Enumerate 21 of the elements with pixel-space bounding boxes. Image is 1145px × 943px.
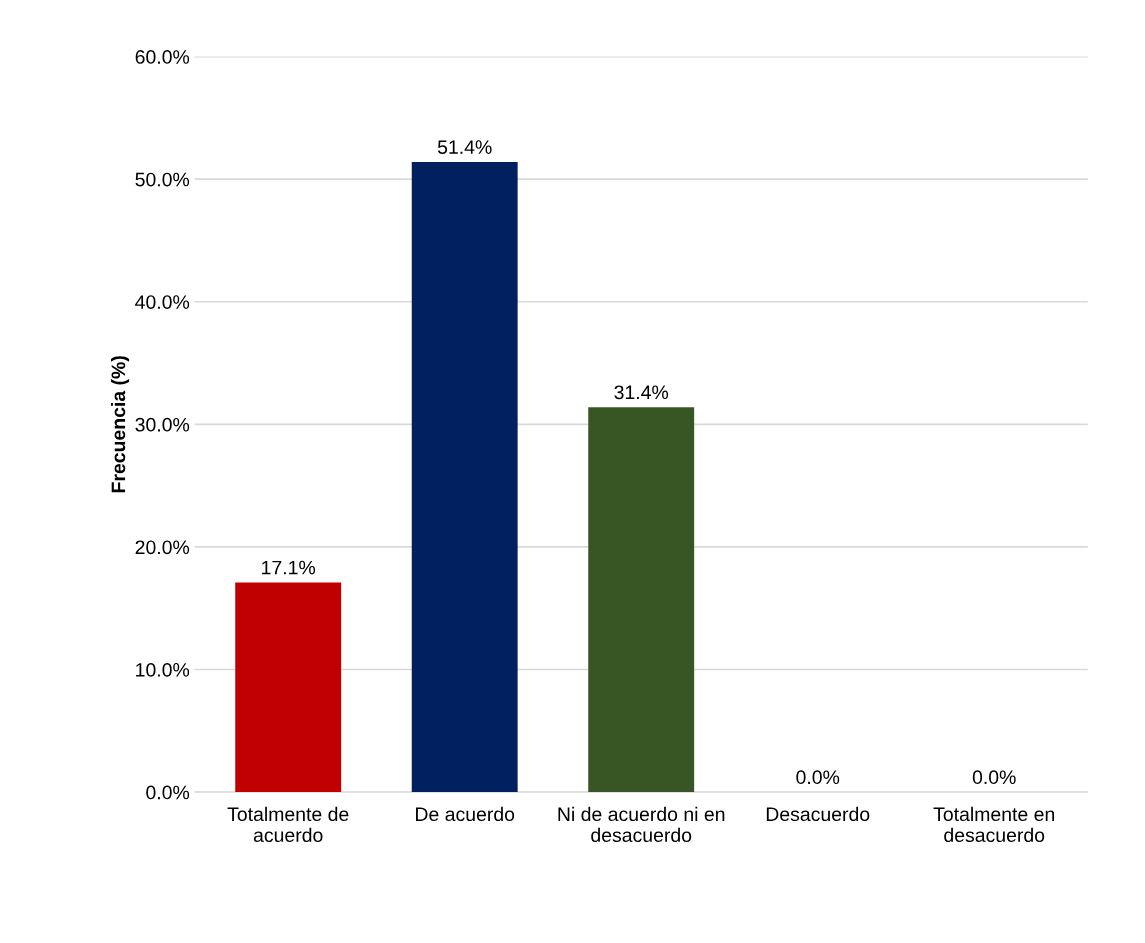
data-label: 31.4%	[614, 385, 669, 400]
data-label: 17.1%	[262, 560, 316, 575]
y-tick-label: 20.0%	[135, 540, 190, 555]
y-tick-label: 30.0%	[135, 417, 190, 432]
y-tick-label: 0.0%	[146, 785, 190, 800]
bar	[235, 582, 342, 793]
y-axis-title: Frecuencia (%)	[110, 356, 130, 493]
data-label: 0.0%	[796, 770, 840, 785]
y-tick-label: 10.0%	[136, 663, 190, 677]
y-tick-label: 50.0%	[135, 172, 190, 187]
bar	[588, 407, 695, 793]
x-tick-label: Totalmente en desacuerdo	[933, 806, 1055, 843]
y-tick-label: 40.0%	[135, 295, 190, 309]
data-label: 0.0%	[972, 770, 1016, 785]
x-tick-label: Desacuerdo	[766, 806, 870, 822]
y-tick-label: 60.0%	[135, 50, 190, 64]
bar	[411, 162, 518, 793]
x-tick-label: Ni de acuerdo ni en desacuerdo	[558, 806, 725, 843]
data-label: 51.4%	[437, 140, 492, 154]
x-tick-label: De acuerdo	[416, 806, 515, 822]
x-tick-label: Totalmente de acuerdo	[227, 806, 349, 843]
